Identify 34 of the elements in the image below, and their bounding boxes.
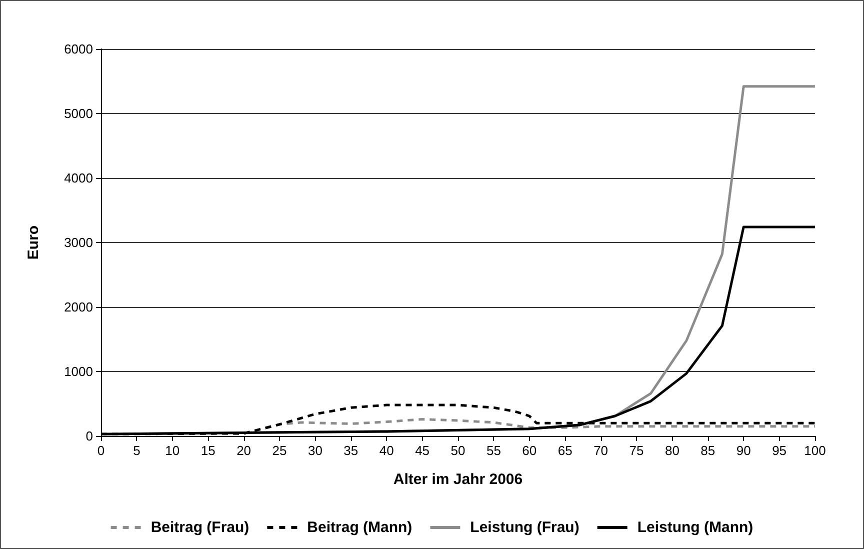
y-tick-label: 4000 xyxy=(64,170,93,186)
x-tick-label: 70 xyxy=(594,443,608,458)
x-tick-label: 5 xyxy=(133,443,140,458)
x-tick-label: 50 xyxy=(450,443,466,458)
x-tick-label: 100 xyxy=(804,443,826,458)
y-tick-label: 0 xyxy=(86,428,93,444)
x-tick-label: 75 xyxy=(629,443,644,458)
y-tick-label: 3000 xyxy=(64,235,93,250)
x-tick-label: 35 xyxy=(344,443,358,458)
x-tick-label: 20 xyxy=(236,443,252,458)
x-tick-label: 15 xyxy=(200,443,216,458)
x-tick-label: 90 xyxy=(736,443,751,458)
x-tick-label: 10 xyxy=(165,443,180,458)
x-tick-label: 30 xyxy=(308,443,322,458)
x-axis-title: Alter im Jahr 2006 xyxy=(393,471,523,488)
legend-label: Leistung (Mann) xyxy=(637,519,754,536)
legend-label: Leistung (Frau) xyxy=(470,519,580,536)
x-tick-label: 45 xyxy=(415,443,430,458)
y-axis-title: Euro xyxy=(25,225,42,260)
y-tick-label: 5000 xyxy=(64,106,93,121)
x-tick-label: 95 xyxy=(772,443,787,458)
legend-label: Beitrag (Mann) xyxy=(307,519,412,536)
x-tick-label: 60 xyxy=(522,443,537,458)
y-tick-label: 1000 xyxy=(64,364,93,379)
legend-label: Beitrag (Frau) xyxy=(150,519,250,536)
x-tick-label: 40 xyxy=(379,443,394,458)
y-tick-label: 2000 xyxy=(64,300,93,314)
y-tick-label: 6000 xyxy=(64,42,93,56)
x-tick-label: 25 xyxy=(272,443,287,458)
x-tick-label: 0 xyxy=(97,443,105,458)
x-tick-label: 80 xyxy=(664,443,680,458)
x-tick-label: 65 xyxy=(558,443,572,458)
x-tick-label: 55 xyxy=(486,443,501,458)
x-tick-label: 85 xyxy=(700,443,716,458)
